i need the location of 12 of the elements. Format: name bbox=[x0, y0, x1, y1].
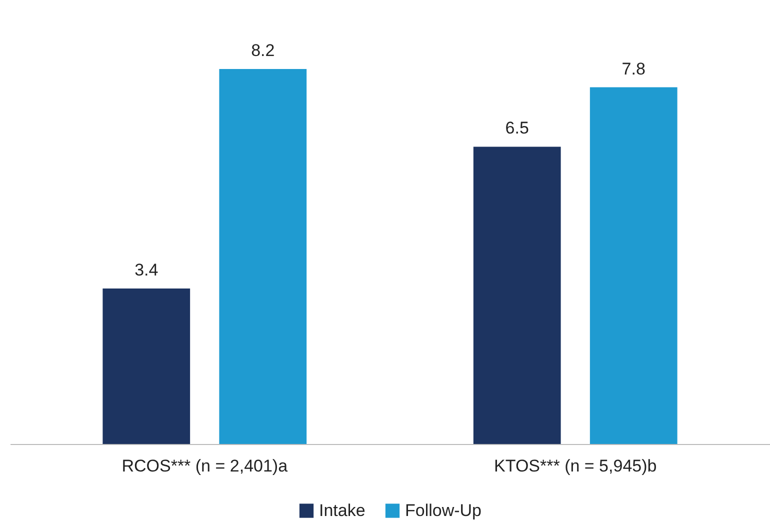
data-label: 3.4 bbox=[134, 260, 158, 280]
x-tick-label: KTOS*** (n = 5,945)b bbox=[494, 456, 657, 476]
bar bbox=[102, 288, 190, 444]
bar bbox=[590, 87, 678, 444]
x-tick-label: RCOS*** (n = 2,401)a bbox=[122, 456, 288, 476]
bar bbox=[473, 146, 561, 444]
legend-label: Follow-Up bbox=[405, 500, 482, 520]
bar bbox=[219, 69, 307, 444]
data-label: 7.8 bbox=[622, 59, 646, 78]
data-label: 6.5 bbox=[505, 118, 529, 138]
data-label: 8.2 bbox=[251, 41, 275, 60]
legend-label: Intake bbox=[319, 500, 366, 520]
